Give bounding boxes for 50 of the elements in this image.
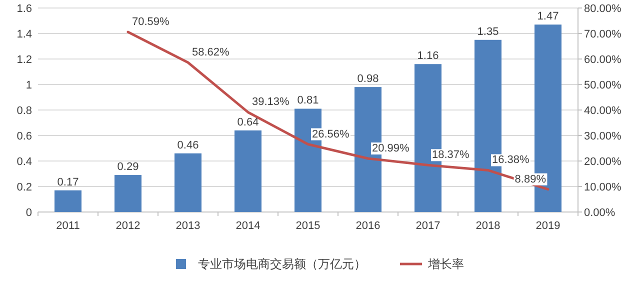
data-label: 1.35 [477,26,499,38]
data-label: 26.56% [312,128,350,140]
bar [114,175,142,212]
x-tick-label: 2019 [536,220,560,232]
legend-label: 专业市场电商交易额（万亿元） [198,257,366,271]
y2-tick-label: 50.00% [584,80,622,92]
y-tick-label: 0.6 [16,130,32,142]
y-tick-label: 0.2 [16,182,32,194]
y-tick-label: 0.4 [16,156,32,168]
y2-tick-label: 10.00% [584,182,622,194]
y-tick-label: 0 [26,207,32,219]
x-tick-label: 2016 [356,220,380,232]
data-label: 1.16 [417,50,439,62]
data-label: 16.38% [492,154,530,166]
x-tick-label: 2013 [176,220,200,232]
x-tick-label: 2018 [476,220,500,232]
bar [54,190,82,212]
legend-label: 增长率 [427,257,464,271]
data-label: 0.81 [297,94,319,107]
y2-tick-label: 20.00% [584,156,622,168]
data-label: 1.47 [537,10,559,23]
data-label: 0.98 [357,73,379,86]
y2-tick-label: 30.00% [584,130,622,142]
bar [174,153,202,212]
x-tick-label: 2014 [236,220,260,232]
y2-tick-label: 60.00% [584,54,622,66]
data-label: 58.62% [192,46,230,59]
bar [234,130,262,212]
data-label: 0.64 [237,116,259,128]
y-tick-label: 1.6 [16,3,32,15]
y2-tick-label: 40.00% [584,105,622,117]
data-label: 70.59% [132,16,170,28]
y-tick-label: 1 [26,80,32,92]
y-tick-label: 1.2 [16,54,32,66]
y2-tick-label: 80.00% [584,3,622,15]
x-tick-label: 2012 [116,220,140,232]
y2-tick-label: 70.00% [584,28,622,40]
y-tick-label: 1.4 [16,28,32,40]
x-tick-label: 2011 [56,220,80,232]
data-label: 0.17 [57,176,79,188]
data-label: 0.46 [177,139,199,152]
data-label: 18.37% [432,149,470,162]
data-label: 39.13% [252,96,290,108]
x-tick-label: 2015 [296,220,320,232]
data-label: 0.29 [117,161,139,174]
data-label: 20.99% [372,142,410,154]
y-tick-label: 0.8 [16,105,32,117]
y2-tick-label: 0.00% [584,207,616,219]
x-tick-label: 2017 [416,220,440,232]
data-label: 8.89% [514,173,546,186]
